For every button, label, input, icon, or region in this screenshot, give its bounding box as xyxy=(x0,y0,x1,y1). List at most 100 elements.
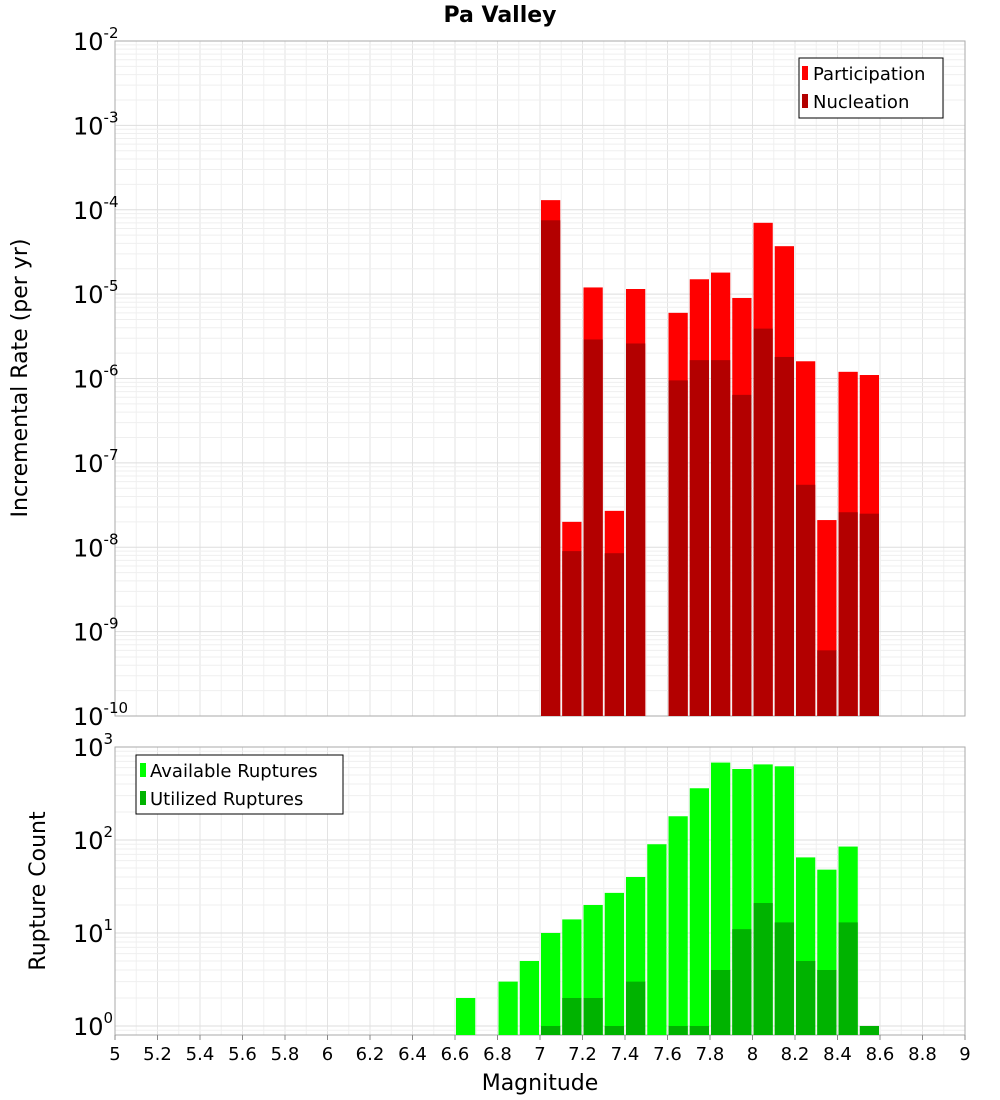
x-tick-label: 6.6 xyxy=(441,1044,470,1065)
bottom-bar-primary xyxy=(711,762,731,1035)
bottom-bar-secondary xyxy=(626,981,646,1035)
top-bar-secondary xyxy=(774,356,794,716)
bottom-bar-primary xyxy=(689,788,709,1035)
bottom-bar-secondary xyxy=(711,969,731,1035)
top-bar-secondary xyxy=(711,360,731,716)
x-tick-label: 7 xyxy=(534,1044,545,1065)
top-y-tick-label: 10-9 xyxy=(73,615,119,647)
x-tick-label: 5 xyxy=(109,1044,120,1065)
y-tick-base: 10 xyxy=(73,734,104,762)
y-tick-base: 10 xyxy=(73,197,104,225)
top-y-tick-label: 10-5 xyxy=(73,277,119,309)
x-tick-label: 9 xyxy=(959,1044,970,1065)
top-bars xyxy=(541,200,879,717)
top-y-tick-label: 10-8 xyxy=(73,530,119,562)
bottom-bar-secondary xyxy=(838,922,858,1035)
x-tick-label: 7.6 xyxy=(653,1044,682,1065)
top-bar-secondary xyxy=(753,328,773,716)
chart-title: Pa Valley xyxy=(443,3,556,28)
x-tick-label: 5.8 xyxy=(271,1044,300,1065)
bottom-bar-primary xyxy=(498,981,518,1035)
bottom-bar-secondary xyxy=(817,969,837,1035)
bottom-bar-primary xyxy=(647,844,667,1035)
y-tick-exponent: -4 xyxy=(104,193,119,211)
bottom-y-tick-label: 103 xyxy=(73,730,113,762)
y-tick-base: 10 xyxy=(73,28,104,56)
top-y-tick-label: 10-4 xyxy=(73,193,119,225)
bottom-legend-box xyxy=(135,754,344,815)
legend-swatch-utilized xyxy=(140,791,146,805)
legend-swatch-participation xyxy=(802,66,808,80)
y-tick-exponent: -2 xyxy=(104,24,119,42)
x-tick-label: 8 xyxy=(747,1044,758,1065)
legend-label-participation: Participation xyxy=(813,64,925,85)
x-tick-label: 7.8 xyxy=(696,1044,725,1065)
top-bar-secondary xyxy=(689,360,709,716)
y-tick-exponent: -9 xyxy=(104,615,119,633)
x-tick-label: 5.4 xyxy=(186,1044,215,1065)
bottom-y-tick-label: 102 xyxy=(73,823,113,855)
bottom-bar-primary xyxy=(604,892,624,1035)
y-tick-base: 10 xyxy=(73,1013,104,1041)
legend-swatch-available xyxy=(140,763,146,777)
top-bar-secondary xyxy=(732,394,752,716)
y-tick-exponent: -5 xyxy=(104,277,119,295)
bottom-y-tick-label: 101 xyxy=(73,916,113,948)
top-plot-area xyxy=(114,40,966,717)
bottom-bar-secondary xyxy=(668,1025,688,1035)
top-bar-secondary xyxy=(859,513,879,716)
y-tick-base: 10 xyxy=(73,112,104,140)
y-tick-exponent: 3 xyxy=(104,730,114,748)
bottom-bar-primary xyxy=(541,932,561,1035)
y-tick-base: 10 xyxy=(73,619,104,647)
y-tick-base: 10 xyxy=(73,450,104,478)
bottom-bar-secondary xyxy=(604,1025,624,1035)
x-tick-label: 6 xyxy=(322,1044,333,1065)
legend-label-nucleation: Nucleation xyxy=(813,92,909,113)
top-y-tick-label: 10-10 xyxy=(73,699,128,731)
top-y-tick-label: 10-7 xyxy=(73,446,119,478)
y-tick-base: 10 xyxy=(73,366,104,394)
x-tick-label: 6.4 xyxy=(398,1044,427,1065)
bottom-bar-secondary xyxy=(562,997,582,1035)
top-legend-box xyxy=(798,57,944,119)
bottom-y-tick-label: 100 xyxy=(73,1009,113,1041)
bottom-bar-secondary xyxy=(732,929,752,1035)
bottom-bar-primary xyxy=(668,816,688,1035)
x-axis-label: Magnitude xyxy=(482,1071,599,1096)
x-tick-label: 6.8 xyxy=(483,1044,512,1065)
y-tick-exponent: 1 xyxy=(104,916,114,934)
y-tick-exponent: 2 xyxy=(104,823,114,841)
x-tick-label: 7.4 xyxy=(611,1044,640,1065)
bottom-bar-secondary xyxy=(859,1025,879,1035)
x-tick-label: 8.8 xyxy=(908,1044,937,1065)
top-bar-secondary xyxy=(562,551,582,716)
top-bar-secondary xyxy=(817,650,837,716)
top-grid xyxy=(114,40,966,717)
y-tick-exponent: -7 xyxy=(104,446,119,464)
y-tick-exponent: 0 xyxy=(104,1009,114,1027)
legend-swatch-nucleation xyxy=(802,94,808,108)
y-tick-base: 10 xyxy=(73,703,104,731)
top-y-tick-label: 10-2 xyxy=(73,24,119,56)
bottom-bars xyxy=(456,762,879,1035)
x-tick-label: 5.6 xyxy=(228,1044,257,1065)
top-bar-secondary xyxy=(541,220,561,717)
x-tick-label: 7.2 xyxy=(568,1044,597,1065)
top-bar-secondary xyxy=(668,380,688,716)
bottom-bar-secondary xyxy=(753,903,773,1035)
legend-label-available: Available Ruptures xyxy=(150,761,318,782)
top-y-tick-label: 10-3 xyxy=(73,108,119,140)
bottom-bar-secondary xyxy=(689,1025,709,1035)
x-tick-label: 8.2 xyxy=(781,1044,810,1065)
top-bar-secondary xyxy=(796,484,816,716)
top-bar-secondary xyxy=(626,343,646,716)
y-tick-exponent: -10 xyxy=(104,699,129,717)
bottom-bar-primary xyxy=(519,960,539,1035)
x-tick-label: 8.6 xyxy=(866,1044,895,1065)
y-tick-base: 10 xyxy=(73,281,104,309)
x-tick-label: 5.2 xyxy=(143,1044,172,1065)
top-legend: Participation Nucleation xyxy=(798,57,944,119)
